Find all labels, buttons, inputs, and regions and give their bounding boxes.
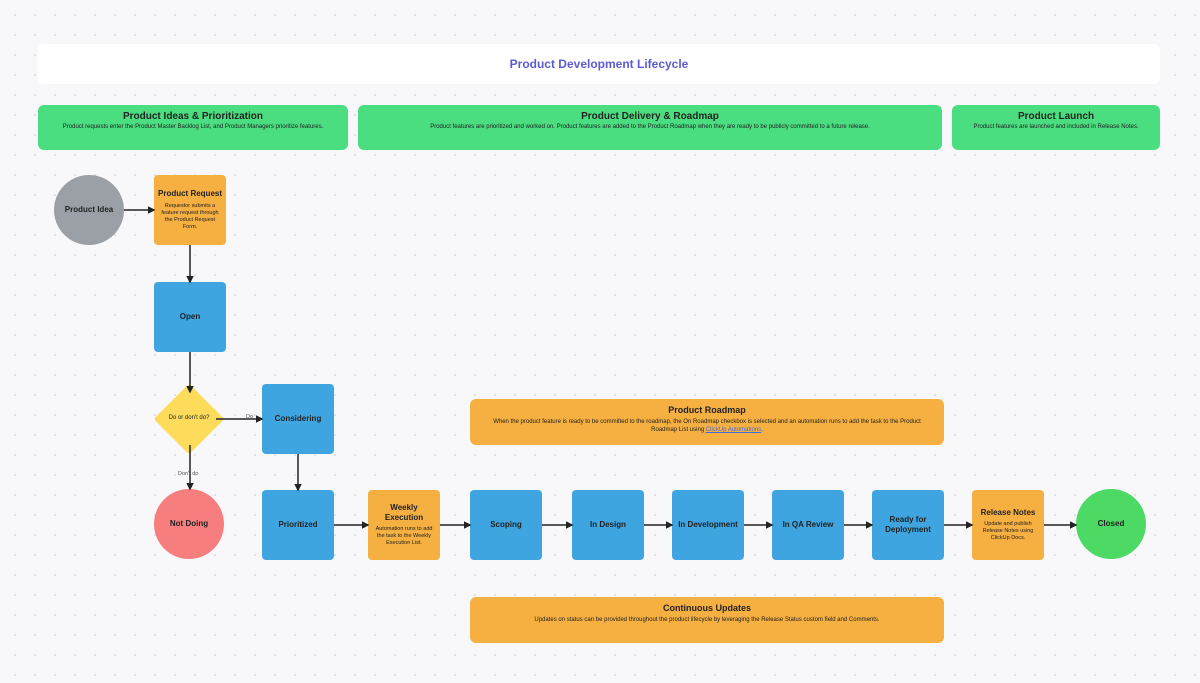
edge-label-decision-considering: Do [246, 414, 253, 420]
swimlane-subtitle: Product features are launched and includ… [964, 124, 1148, 130]
node-prioritized: Prioritized [262, 490, 334, 560]
node-open: Open [154, 282, 226, 352]
swimlane-ideas: Product Ideas & Prioritization Product re… [38, 105, 348, 150]
swimlane-launch: Product Launch Product features are launc… [952, 105, 1160, 150]
swimlane-subtitle: Product features are prioritized and wor… [370, 124, 930, 130]
node-label: Release Notes [981, 508, 1036, 518]
node-label: Not Doing [170, 519, 208, 529]
swimlane-title: Product Launch [964, 111, 1148, 122]
page-title: Product Development Lifecycle [38, 44, 1160, 84]
node-relnotes: Release Notes Update and publish Release … [972, 490, 1044, 560]
swimlane-delivery: Product Delivery & Roadmap Product featur… [358, 105, 942, 150]
banner-subtitle: When the product feature is ready to be … [482, 419, 932, 435]
node-idea: Product Idea [54, 175, 124, 245]
node-label: Product Idea [65, 205, 113, 215]
node-qa: In QA Review [772, 490, 844, 560]
flowchart-canvas: Product Development Lifecycle Product Ide… [0, 0, 1200, 683]
node-label: Considering [275, 414, 322, 424]
edge-label-decision-notdoing: Don't do [178, 471, 198, 477]
node-design: In Design [572, 490, 644, 560]
node-decision: Do or don't do? [164, 394, 214, 444]
node-label: In QA Review [783, 520, 834, 530]
node-label: Ready for Deployment [876, 515, 940, 534]
node-subtext: Automation runs to add the task to the W… [375, 526, 433, 547]
node-label: Prioritized [278, 520, 317, 530]
banner-updates: Continuous Updates Updates on status can … [470, 597, 944, 643]
node-label: Closed [1098, 519, 1125, 529]
banner-link[interactable]: ClickUp Automations [706, 427, 761, 433]
node-label: In Design [590, 520, 626, 530]
node-subtext: Update and publish Release Notes using C… [979, 521, 1037, 542]
node-label: Scoping [490, 520, 522, 530]
banner-title: Product Roadmap [482, 405, 932, 415]
node-request: Product Request Requestor submits a featu… [154, 175, 226, 245]
banner-roadmap: Product Roadmap When the product feature … [470, 399, 944, 445]
node-label: Product Request [158, 189, 222, 199]
swimlane-title: Product Ideas & Prioritization [50, 111, 336, 122]
node-scoping: Scoping [470, 490, 542, 560]
node-considering: Considering [262, 384, 334, 454]
banner-title: Continuous Updates [482, 603, 932, 613]
banner-subtitle: Updates on status can be provided throug… [482, 617, 932, 625]
node-label: Do or don't do? [164, 394, 214, 444]
node-ready: Ready for Deployment [872, 490, 944, 560]
node-label: In Development [678, 520, 738, 530]
node-subtext: Requestor submits a feature request thro… [161, 203, 219, 231]
swimlane-title: Product Delivery & Roadmap [370, 111, 930, 122]
node-closed: Closed [1076, 489, 1146, 559]
node-label: Weekly Execution [372, 503, 436, 522]
node-dev: In Development [672, 490, 744, 560]
node-notdoing: Not Doing [154, 489, 224, 559]
node-weekly: Weekly Execution Automation runs to add t… [368, 490, 440, 560]
node-label: Open [180, 312, 200, 322]
swimlane-subtitle: Product requests enter the Product Maste… [50, 124, 336, 130]
